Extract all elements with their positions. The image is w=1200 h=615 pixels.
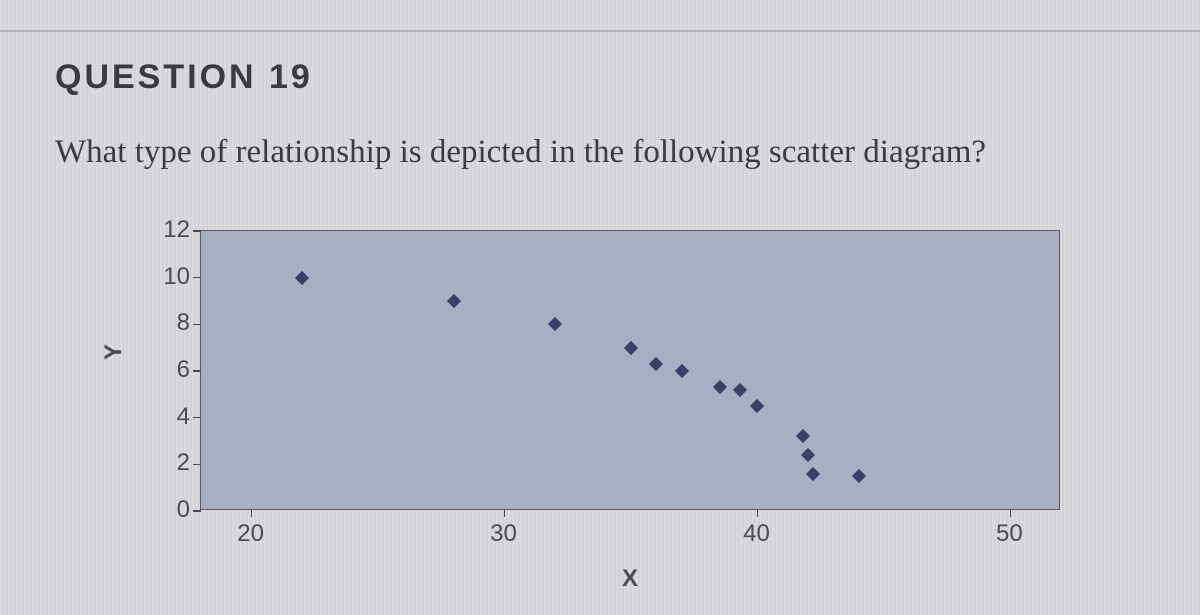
scatter-point: [712, 380, 726, 394]
y-tick-label: 0: [140, 496, 190, 524]
y-tick-mark: [193, 417, 201, 419]
x-tick-mark: [757, 509, 759, 517]
page-root: QUESTION 19 What type of relationship is…: [0, 0, 1200, 615]
x-tick-label: 20: [237, 520, 264, 548]
x-tick-label: 30: [490, 520, 517, 548]
y-tick-mark: [193, 277, 201, 279]
top-divider: [0, 30, 1200, 32]
scatter-point: [796, 429, 810, 443]
y-tick-label: 12: [140, 216, 190, 244]
y-tick-label: 6: [140, 356, 190, 384]
scatter-point: [624, 341, 638, 355]
x-tick-mark: [251, 509, 253, 517]
y-tick-label: 10: [140, 263, 190, 291]
scatter-point: [295, 271, 309, 285]
x-tick-label: 50: [996, 520, 1023, 548]
y-tick-mark: [193, 324, 201, 326]
y-tick-labels: 024681012: [140, 230, 190, 510]
y-tick-mark: [193, 510, 201, 512]
y-axis-label: Y: [100, 344, 128, 360]
scatter-point: [447, 294, 461, 308]
scatter-point: [750, 399, 764, 413]
y-tick-label: 4: [140, 403, 190, 431]
scatter-point: [675, 364, 689, 378]
x-tick-mark: [504, 509, 506, 517]
plot-area: [200, 230, 1060, 510]
y-tick-label: 2: [140, 449, 190, 477]
scatter-point: [649, 357, 663, 371]
x-axis-label: X: [200, 565, 1060, 593]
scatter-point: [801, 448, 815, 462]
x-tick-mark: [1010, 509, 1012, 517]
x-tick-label: 40: [743, 520, 770, 548]
y-tick-mark: [193, 370, 201, 372]
scatter-point: [806, 467, 820, 481]
question-header: QUESTION 19: [55, 58, 313, 97]
scatter-point: [852, 469, 866, 483]
y-tick-mark: [193, 464, 201, 466]
scatter-point: [548, 317, 562, 331]
x-tick-labels: 20 30 40 50: [200, 520, 1060, 560]
scatter-point: [733, 383, 747, 397]
y-tick-mark: [193, 230, 201, 232]
scatter-chart: Y 024681012 20304050 X: [100, 230, 1100, 600]
y-tick-label: 8: [140, 309, 190, 337]
question-text: What type of relationship is depicted in…: [55, 130, 1160, 175]
